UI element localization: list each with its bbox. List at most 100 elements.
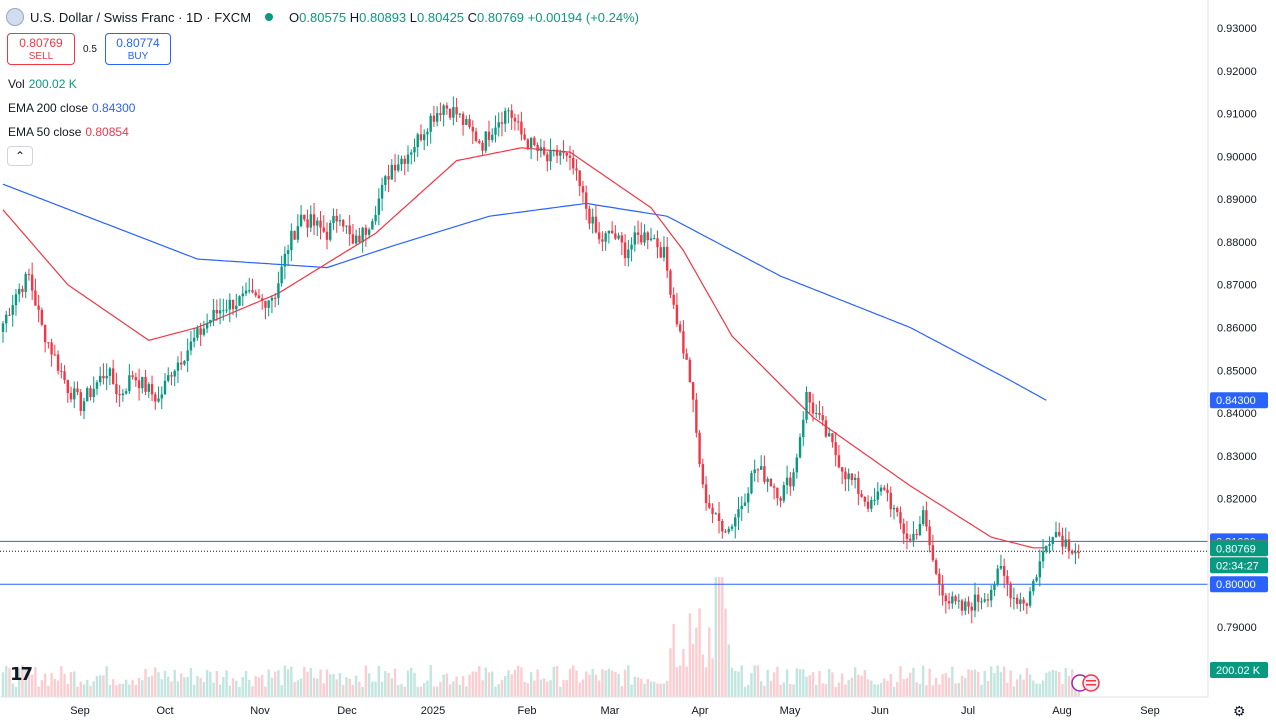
volume-bar [426,680,429,697]
volume-bar [241,677,244,697]
us-swiss-flag-icon[interactable] [6,8,24,26]
volume-bar [850,677,854,697]
symbol-header: U.S. Dollar / Swiss Franc · 1D · FXCM O0… [6,8,639,26]
volume-bar [76,686,79,697]
price-tick-label: 0.87000 [1217,280,1257,292]
symbol-title[interactable]: U.S. Dollar / Swiss Franc · 1D · FXCM [30,9,252,25]
volume-bar [134,684,138,697]
volume-bar [92,681,95,697]
volume-bar [5,665,8,697]
buy-button[interactable]: 0.80774 BUY [105,33,171,65]
volume-bar [957,682,960,697]
volume-bar [759,681,763,697]
candle-body [309,214,312,228]
volume-bar [857,674,860,697]
candle-body [154,394,157,402]
volume-bar [348,678,351,697]
candle-body [183,360,186,365]
candle-body [1045,545,1048,552]
volume-bar [993,672,996,697]
volume-bar [1064,668,1067,697]
candle-body [750,473,753,494]
volume-indicator[interactable]: Vol 200.02 K [8,77,77,91]
time-tick-label: Oct [156,705,173,717]
volume-bar [954,683,957,697]
volume-bar [196,676,199,697]
candle-body [157,398,160,402]
volume-bar [99,675,102,697]
volume-bar [1028,674,1032,697]
volume-bar [367,673,371,697]
volume-bar [837,682,841,697]
candle-body [115,384,118,395]
volume-bar [766,669,769,697]
volume-bar [299,678,303,697]
ema200-indicator[interactable]: EMA 200 close 0.84300 [8,101,136,115]
volume-bar [704,667,708,697]
volume-bar [108,685,112,697]
candle-body [342,220,345,227]
volume-bar [1006,682,1009,697]
volume-bar [1025,668,1029,697]
gear-icon[interactable]: ⚙ [1233,703,1246,719]
price-label-box [1210,662,1268,678]
volume-bar [928,668,931,697]
volume-bar [273,671,277,697]
volume-bar [364,665,368,697]
volume-bar [218,684,222,697]
volume-bar [944,672,948,697]
volume-bar [1067,675,1071,697]
volume-bar [597,680,601,697]
candle-body [711,507,714,514]
candle-body [1009,583,1012,599]
candle-body [585,192,588,209]
currency-flags-icon[interactable] [1071,674,1101,692]
candle-body [559,152,562,156]
volume-bar [721,577,724,697]
candle-body [701,464,705,485]
candle-body [432,115,436,122]
candle-body [597,232,601,240]
volume-bar [581,679,585,697]
candle-body [160,394,163,399]
candle-body [144,376,147,392]
candle-body [491,134,494,140]
candle-body [465,119,468,125]
volume-bar [604,670,607,697]
volume-bar [630,684,633,697]
volume-bar [481,680,484,697]
price-label-text: 200.02 K [1216,665,1261,677]
volume-bar [815,684,818,697]
candle-body [717,513,721,522]
sell-button[interactable]: 0.80769 SELL [7,33,75,65]
candle-body [740,505,743,510]
candle-body [60,370,63,372]
candle-body [18,288,21,295]
volume-bar [173,669,176,697]
chevron-up-icon[interactable]: ⌃ [7,146,33,166]
volume-bar [1012,686,1016,697]
time-tick-label: Sep [1140,705,1160,717]
candle-body [199,328,202,335]
volume-bar [40,680,44,697]
candle-body [513,117,517,122]
volume-bar [960,675,964,697]
candle-body [1074,552,1077,554]
volume-bar [231,678,235,697]
volume-bar [354,675,358,697]
volume-bar [740,665,743,697]
candle-body [818,413,821,416]
volume-bar [257,677,261,697]
volume-bar [821,683,824,697]
volume-bar [921,665,925,697]
volume-bar [892,686,896,697]
tradingview-logo-icon[interactable]: 17 [10,664,33,685]
candle-body [387,176,390,180]
volume-bar [192,684,196,697]
ema50-indicator[interactable]: EMA 50 close 0.80854 [8,125,129,139]
price-label-box [1210,557,1268,574]
volume-bar [141,680,144,697]
candle-body [627,249,630,259]
